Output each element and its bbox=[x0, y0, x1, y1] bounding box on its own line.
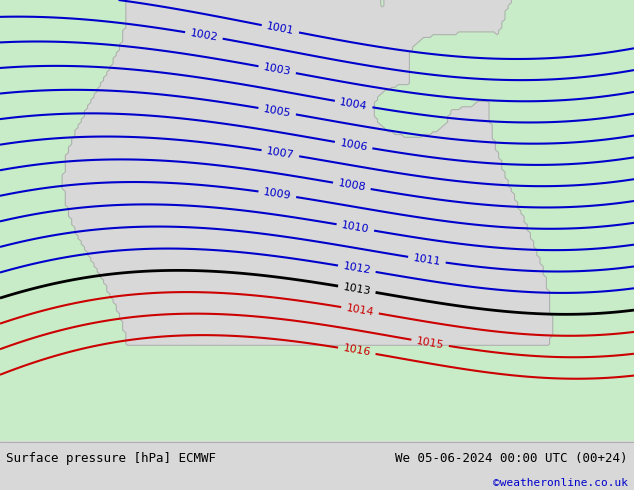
Text: Surface pressure [hPa] ECMWF: Surface pressure [hPa] ECMWF bbox=[6, 452, 216, 465]
Text: 1005: 1005 bbox=[262, 104, 292, 119]
Text: 1012: 1012 bbox=[342, 261, 372, 276]
Text: ©weatheronline.co.uk: ©weatheronline.co.uk bbox=[493, 478, 628, 488]
Text: 1008: 1008 bbox=[337, 178, 366, 193]
Text: 1004: 1004 bbox=[339, 97, 368, 111]
Text: 1015: 1015 bbox=[415, 336, 444, 350]
Text: 1013: 1013 bbox=[342, 282, 372, 296]
Text: 1009: 1009 bbox=[262, 187, 292, 201]
Text: 1010: 1010 bbox=[340, 220, 370, 235]
Text: 1001: 1001 bbox=[266, 21, 295, 36]
Text: 1011: 1011 bbox=[412, 253, 441, 267]
Text: 1016: 1016 bbox=[342, 343, 372, 358]
Text: 1002: 1002 bbox=[189, 28, 219, 43]
Text: We 05-06-2024 00:00 UTC (00+24): We 05-06-2024 00:00 UTC (00+24) bbox=[395, 452, 628, 465]
Text: 1007: 1007 bbox=[266, 146, 295, 160]
Text: 1003: 1003 bbox=[262, 62, 292, 77]
Text: 1006: 1006 bbox=[339, 138, 368, 152]
Text: 1014: 1014 bbox=[346, 303, 375, 318]
